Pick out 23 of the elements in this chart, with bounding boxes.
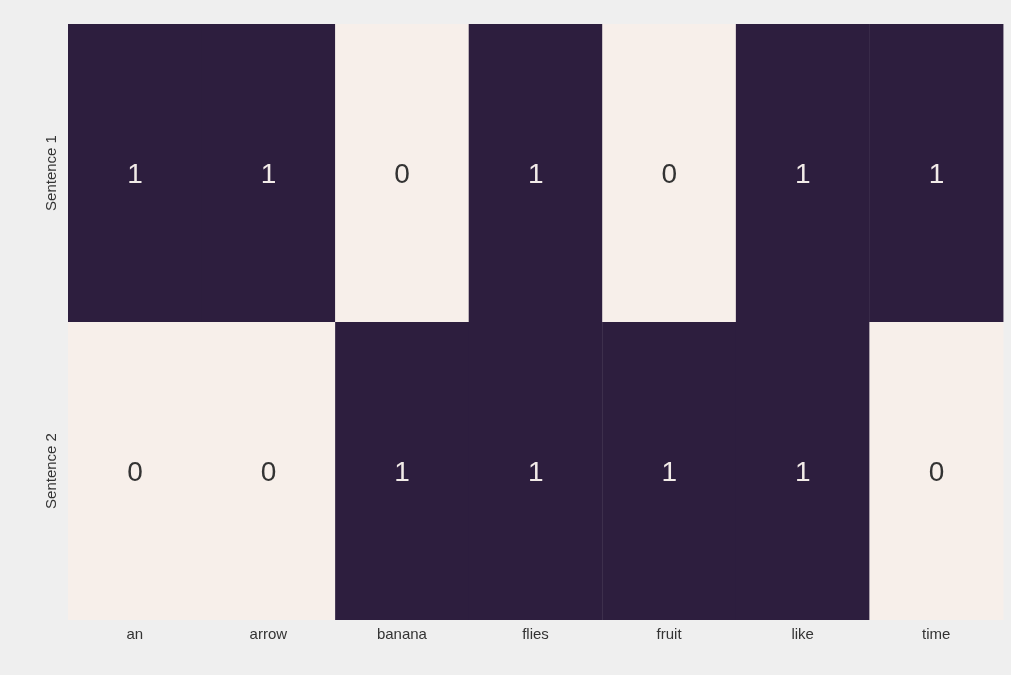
y-tick-label: Sentence 2 [42,433,59,509]
data-label: 1 [661,455,678,487]
data-label: 1 [795,455,811,487]
data-label: 1 [928,157,945,189]
x-tick-label: fruit [656,624,683,642]
data-label: 1 [260,157,277,189]
y-tick-label: Sentence 1 [42,135,59,211]
x-tick-label: arrow [249,624,288,642]
data-label: 0 [661,157,678,189]
data-label: 0 [127,455,143,487]
data-label: 1 [127,157,143,189]
data-label: 1 [795,157,811,189]
x-tick-label: time [922,624,951,642]
data-label: 1 [527,157,544,189]
data-label: 0 [928,455,945,487]
data-label: 0 [260,455,277,487]
x-tick-label: an [126,624,144,642]
data-label: 1 [394,455,410,487]
data-label: 1 [527,455,544,487]
data-label: 0 [394,157,410,189]
x-tick-label: like [791,624,814,642]
x-tick-label: banana [376,624,428,642]
x-tick-label: flies [522,624,549,642]
